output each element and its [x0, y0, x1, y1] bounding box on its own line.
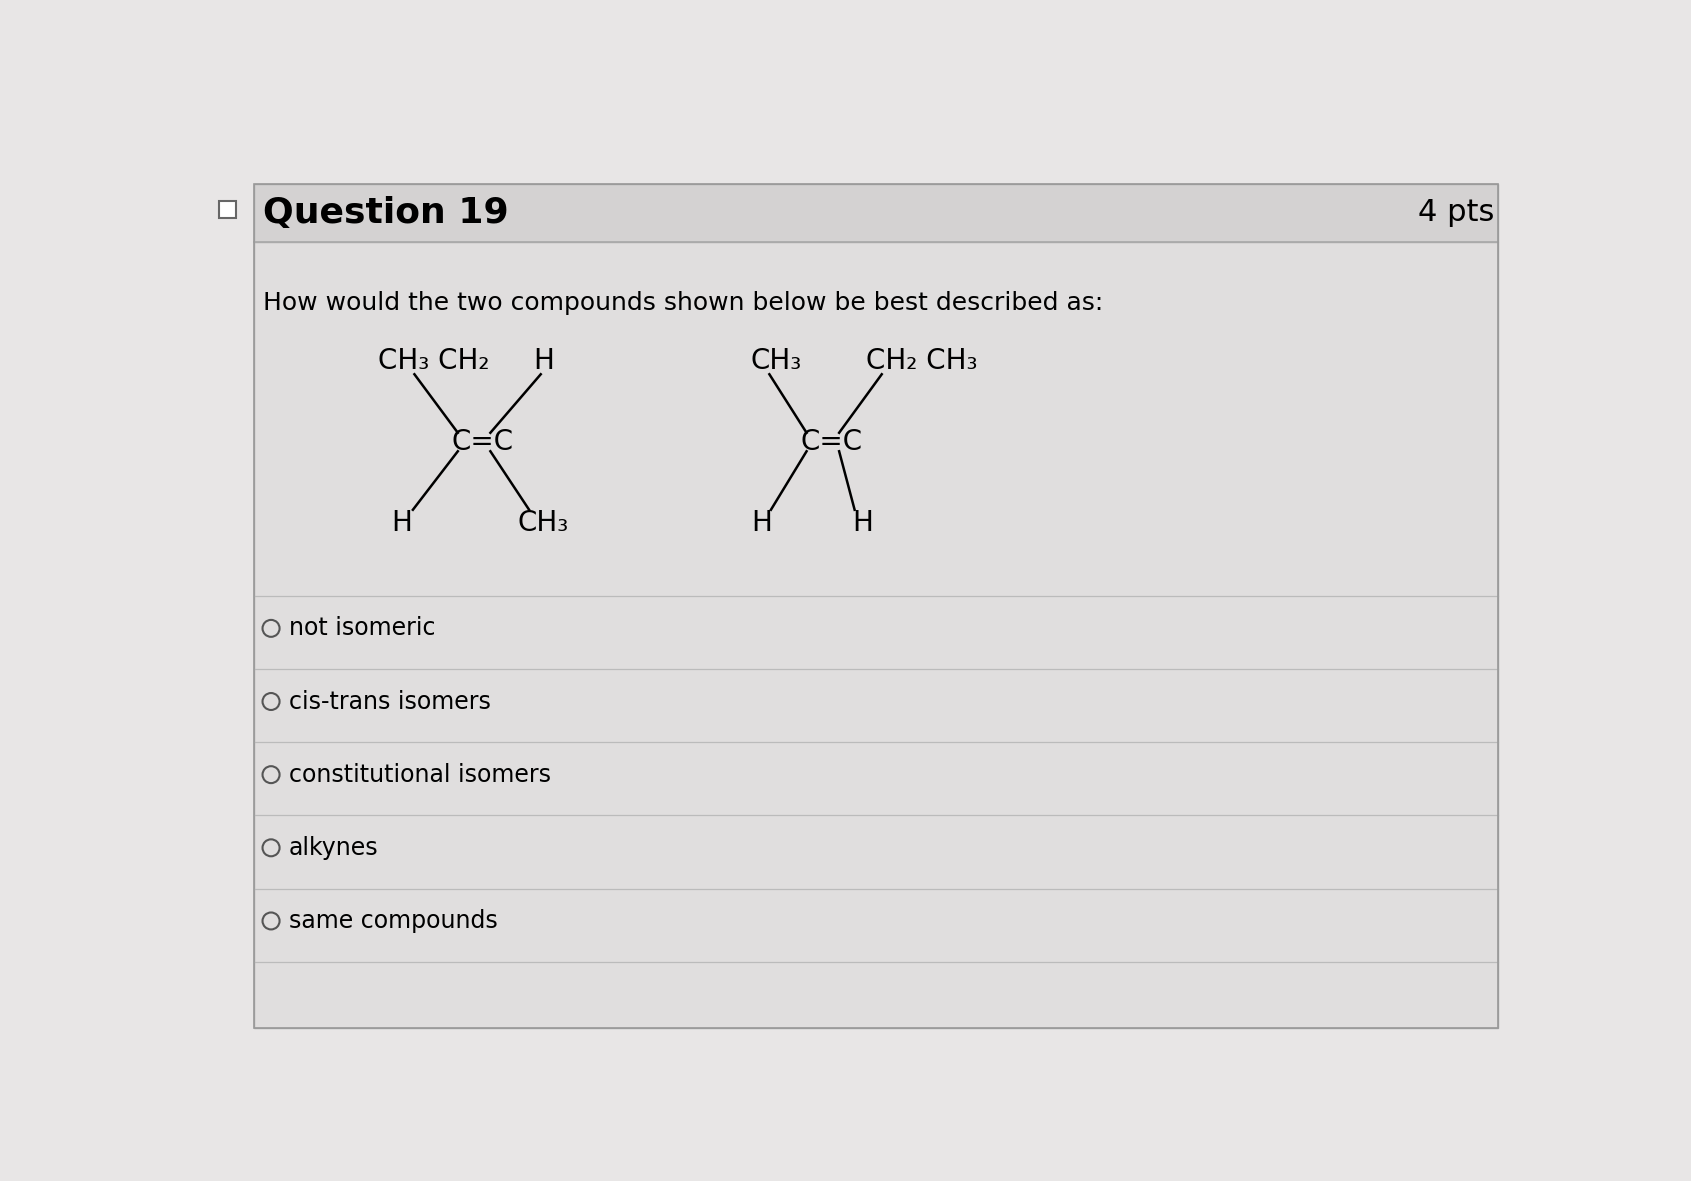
Text: same compounds: same compounds [289, 909, 497, 933]
Bar [220, 201, 237, 218]
Text: H: H [391, 509, 411, 537]
Text: H: H [751, 509, 773, 537]
Text: C=C: C=C [451, 428, 514, 456]
Text: CH₂ CH₃: CH₂ CH₃ [866, 347, 977, 376]
Bar [254, 184, 1498, 242]
Circle shape [262, 913, 279, 929]
Circle shape [262, 766, 279, 783]
Circle shape [262, 840, 279, 856]
Text: CH₃: CH₃ [751, 347, 802, 376]
Bar [254, 242, 1498, 1027]
Text: Question 19: Question 19 [264, 196, 509, 230]
Text: How would the two compounds shown below be best described as:: How would the two compounds shown below … [264, 292, 1104, 315]
Text: H: H [533, 347, 555, 376]
Text: constitutional isomers: constitutional isomers [289, 763, 551, 787]
Text: not isomeric: not isomeric [289, 616, 435, 640]
Text: CH₃: CH₃ [517, 509, 568, 537]
Circle shape [262, 693, 279, 710]
Text: C=C: C=C [800, 428, 862, 456]
Text: alkynes: alkynes [289, 836, 379, 860]
Text: H: H [852, 509, 873, 537]
Text: CH₃ CH₂: CH₃ CH₂ [379, 347, 489, 376]
Text: 4 pts: 4 pts [1417, 198, 1495, 228]
Circle shape [262, 620, 279, 637]
Text: cis-trans isomers: cis-trans isomers [289, 690, 490, 713]
